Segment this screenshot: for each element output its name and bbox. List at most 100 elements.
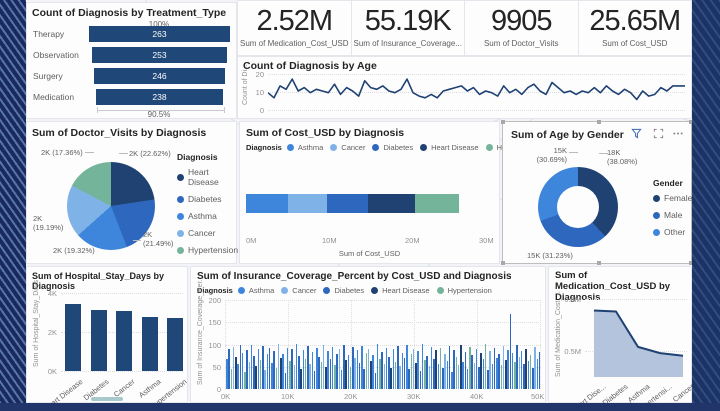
kpi-card-doctor-visits[interactable]: 9905 Sum of Doctor_Visits [465, 0, 579, 56]
funnel-bar[interactable]: 246 [93, 67, 226, 84]
dense-bar[interactable] [401, 352, 404, 389]
stack-segment[interactable] [287, 194, 327, 213]
dense-bar[interactable] [433, 358, 435, 389]
legend-item[interactable]: Diabetes [177, 194, 238, 204]
dense-bar[interactable] [406, 345, 408, 389]
dense-bar[interactable] [363, 369, 365, 389]
dense-bar-series[interactable] [226, 298, 542, 389]
dense-bar[interactable] [289, 360, 291, 389]
funnel-row[interactable]: Surgery 246 [31, 67, 230, 84]
dense-bar[interactable] [295, 344, 298, 389]
dense-bar[interactable] [372, 355, 374, 389]
dense-bar[interactable] [237, 364, 239, 389]
column-bar[interactable] [116, 311, 132, 371]
dense-bar[interactable] [304, 358, 307, 389]
more-options-icon[interactable] [671, 127, 685, 140]
line-series[interactable] [268, 70, 685, 112]
dense-bar[interactable] [367, 349, 370, 389]
column-bar[interactable] [90, 310, 107, 371]
dense-bar[interactable] [331, 346, 334, 389]
dense-bar[interactable] [534, 346, 536, 389]
kpi-card-total-cost[interactable]: 25.65M Sum of Cost_USD [578, 0, 692, 56]
dense-bar[interactable] [226, 359, 228, 389]
dense-bar[interactable] [336, 354, 338, 389]
dense-bar[interactable] [239, 344, 242, 389]
dense-bar[interactable] [388, 357, 390, 389]
legend-item[interactable]: Other [653, 227, 692, 237]
dense-bar[interactable] [482, 359, 485, 389]
funnel-bar[interactable]: 238 [95, 88, 224, 105]
dense-bar[interactable] [345, 360, 347, 389]
dense-bar[interactable] [502, 346, 505, 389]
dense-bar[interactable] [464, 352, 467, 389]
dense-bar[interactable] [439, 348, 442, 389]
dense-bar[interactable] [354, 358, 356, 389]
insurance-coverage-bar-panel[interactable]: Sum of Insurance_Coverage_Percent by Cos… [190, 266, 546, 403]
age-line-chart-panel[interactable]: Count of Diagnosis by Age Count of Di...… [237, 56, 692, 119]
dense-bar[interactable] [322, 345, 325, 389]
dense-bar[interactable] [286, 347, 289, 389]
dense-bar[interactable] [268, 348, 271, 389]
dense-bar[interactable] [457, 364, 460, 389]
filter-icon[interactable] [629, 127, 643, 140]
dense-bar[interactable] [496, 358, 498, 389]
dense-bar[interactable] [244, 371, 246, 389]
funnel-row[interactable]: Therapy 263 [31, 25, 230, 42]
dense-bar[interactable] [509, 313, 512, 389]
dense-bar[interactable] [262, 345, 264, 389]
stack-segment[interactable] [246, 194, 288, 213]
dense-bar[interactable] [417, 351, 419, 389]
column-bar[interactable] [141, 317, 158, 371]
legend-item[interactable]: Asthma [237, 286, 274, 295]
dense-bar[interactable] [298, 355, 300, 389]
medication-cost-area-panel[interactable]: Sum of Medication_Cost_USD by Diagnosis … [548, 266, 692, 403]
dense-bar[interactable] [437, 364, 440, 389]
dense-bar[interactable] [480, 353, 482, 389]
dense-bar[interactable] [500, 365, 503, 389]
dense-bar[interactable] [291, 349, 293, 389]
dense-bar[interactable] [383, 364, 386, 389]
focus-mode-icon[interactable] [651, 127, 665, 140]
hospital-stay-bar-panel[interactable]: Sum of Hospital_Stay_Days by Diagnosis S… [26, 266, 189, 403]
dense-bar[interactable] [257, 349, 260, 389]
dense-bar[interactable] [352, 347, 354, 389]
dense-bar[interactable] [520, 350, 523, 389]
donut-chart[interactable] [538, 167, 618, 247]
legend-item[interactable]: Asthma [177, 211, 238, 221]
dense-bar[interactable] [424, 359, 426, 389]
dense-bar[interactable] [529, 354, 532, 389]
kpi-card-insurance-coverage[interactable]: 55.19K Sum of Insurance_Coverage... [351, 0, 465, 56]
dense-bar[interactable] [442, 367, 444, 389]
dense-bar[interactable] [370, 361, 372, 389]
dense-bar[interactable] [358, 363, 361, 389]
age-gender-donut-panel[interactable]: Sum of Age by Gender 15K (30.69%) 18K (3… [501, 120, 692, 265]
dense-bar[interactable] [536, 359, 539, 389]
dense-bar[interactable] [419, 370, 422, 389]
dense-bar[interactable] [466, 368, 469, 389]
dense-bar[interactable] [340, 370, 343, 389]
funnel-chart-panel[interactable]: Count of Diagnosis by Treatment_Type 100… [26, 2, 237, 119]
funnel-row[interactable]: Observation 253 [31, 46, 230, 63]
dense-bar[interactable] [498, 354, 500, 389]
dense-bar[interactable] [421, 344, 424, 389]
column-bar[interactable] [167, 317, 183, 371]
stack-segment[interactable] [326, 194, 368, 213]
dense-bar[interactable] [347, 354, 350, 389]
dense-bar[interactable] [487, 369, 489, 389]
dense-bar[interactable] [379, 359, 381, 389]
dense-bar[interactable] [334, 365, 336, 389]
dense-bar[interactable] [232, 347, 235, 389]
dense-bar[interactable] [532, 368, 534, 389]
dense-bar[interactable] [266, 353, 269, 389]
dense-bar[interactable] [518, 357, 521, 389]
dense-bar[interactable] [475, 349, 478, 389]
legend-item[interactable]: Heart Disease [177, 167, 238, 187]
dense-bar[interactable] [338, 348, 341, 389]
dense-bar[interactable] [241, 352, 244, 389]
dense-bar[interactable] [259, 359, 262, 389]
dense-bar[interactable] [430, 346, 433, 389]
stack-segment[interactable] [415, 194, 459, 213]
dense-bar[interactable] [361, 345, 363, 389]
dense-bar[interactable] [489, 351, 491, 389]
dense-bar[interactable] [327, 350, 329, 389]
